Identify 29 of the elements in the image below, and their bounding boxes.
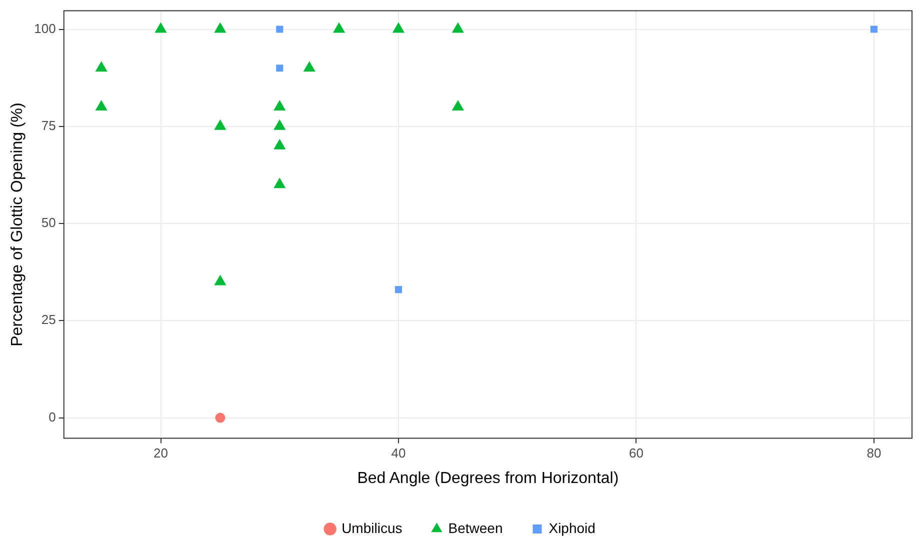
point	[214, 274, 226, 286]
x-tick-label: 40	[391, 446, 406, 461]
point	[95, 100, 108, 110]
point	[214, 22, 226, 33]
y-tick-label: 50	[41, 215, 56, 230]
y-tick-label: 0	[48, 409, 56, 424]
point	[274, 100, 286, 110]
legend-label: Between	[448, 520, 503, 536]
x-axis-title: Bed Angle (Degrees from Horizontal)	[357, 470, 619, 487]
x-tick-label: 80	[866, 446, 882, 461]
legend-label: Xiphoid	[548, 520, 596, 536]
point	[95, 61, 108, 72]
y-tick-label: 25	[41, 312, 56, 328]
point	[274, 138, 286, 150]
point	[392, 22, 405, 33]
x-tick-label: 60	[628, 446, 644, 461]
y-tick-label: 100	[34, 20, 56, 36]
y-axis-title: Percentage of Glottic Opening (%)	[9, 102, 26, 346]
legend-label: Umbilicus	[342, 520, 402, 536]
point	[154, 22, 167, 33]
point	[274, 119, 286, 130]
point	[333, 22, 346, 33]
point	[452, 100, 464, 110]
point	[452, 22, 464, 33]
point	[214, 119, 226, 130]
point	[303, 61, 316, 72]
point	[274, 178, 286, 188]
x-tick-label: 20	[154, 446, 168, 461]
y-tick-label: 75	[41, 118, 56, 133]
